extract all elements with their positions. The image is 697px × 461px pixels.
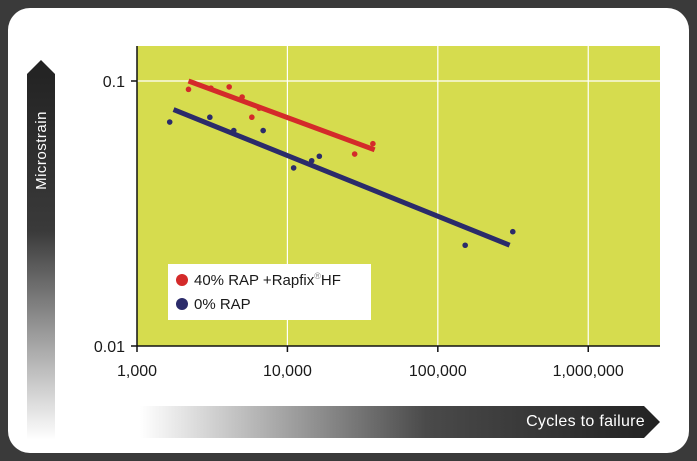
y-axis-arrow: [27, 60, 55, 440]
legend: 40% RAP +Rapfix ® HF 0% RAP: [168, 264, 371, 320]
y-tick-label: 0.01: [94, 339, 125, 356]
data-point-series-2: [290, 165, 297, 171]
legend-label-series-1: 40% RAP +Rapfix: [194, 271, 315, 289]
data-point-series-2: [316, 153, 323, 160]
x-tick-label: 1,000,000: [553, 363, 624, 380]
data-point-series-2: [260, 127, 266, 134]
y-tick-label: 0.1: [103, 74, 125, 91]
data-point-series-1: [208, 85, 214, 91]
data-point-series-1: [351, 151, 358, 157]
legend-marker-series-1: [176, 274, 188, 286]
trendline-series-1: [187, 78, 376, 153]
data-point-series-1: [256, 105, 263, 111]
data-point-series-1: [239, 94, 245, 100]
x-axis-arrow: [140, 406, 660, 438]
legend-label-series-2: 0% RAP: [194, 295, 251, 313]
data-point-series-2: [509, 228, 516, 235]
data-point-series-2: [308, 157, 315, 164]
legend-registered-mark: ®: [314, 271, 321, 281]
data-point-series-1: [226, 84, 232, 90]
data-point-series-2: [462, 242, 468, 249]
data-point-series-1: [370, 140, 376, 147]
legend-marker-series-2: [176, 298, 188, 310]
legend-item-series-1: 40% RAP +Rapfix ® HF: [176, 270, 341, 290]
data-point-series-2: [207, 114, 213, 121]
data-point-series-2: [230, 127, 237, 134]
legend-label-series-1-suffix: HF: [320, 271, 341, 289]
trendline-series-2: [172, 107, 511, 248]
legend-item-series-2: 0% RAP: [176, 294, 251, 314]
x-tick-label: 1,000: [117, 363, 157, 380]
x-tick-label: 10,000: [263, 363, 312, 380]
x-tick-label: 100,000: [409, 363, 467, 380]
data-point-series-1: [249, 114, 255, 121]
data-point-series-1: [185, 86, 192, 93]
x-axis-label: Cycles to failure: [526, 413, 645, 430]
data-point-series-2: [166, 119, 173, 125]
